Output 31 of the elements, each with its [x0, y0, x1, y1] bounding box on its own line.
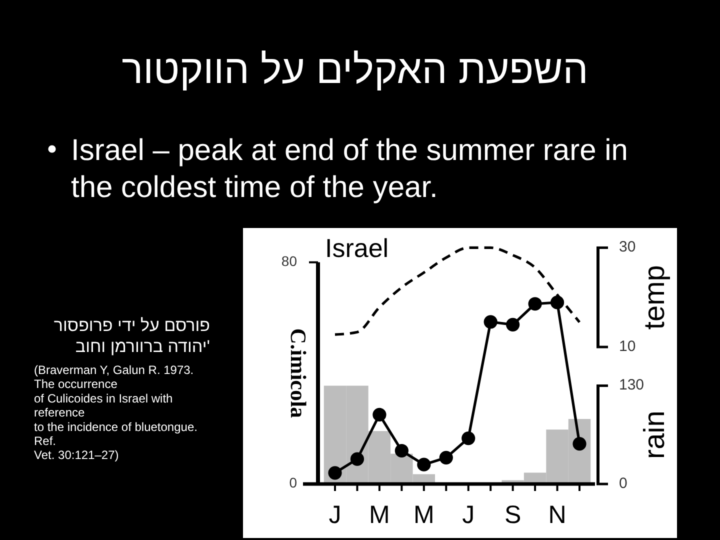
- y3-tick-label: 0: [619, 474, 628, 492]
- y2-axis-title: temp: [638, 265, 671, 330]
- y2-tick-label: 30: [619, 238, 636, 256]
- text: (Braverman Y, Galun R. 1973. The occurrence of Culicoides in Israel with reference to the incidence of bluetongue. Ref. Vet. 30:121–27): [34, 363, 198, 462]
- x-tick-label: J: [462, 501, 475, 529]
- x-tick-label: S: [504, 501, 522, 529]
- x-tick-label: J: [328, 501, 342, 529]
- chart-subtitle: Israel – peak at end of the summer rare in the coldest time of the year.: [71, 134, 628, 204]
- point: [506, 318, 520, 332]
- y2-tick-label: 10: [619, 338, 636, 355]
- x-tick-label: M: [369, 501, 390, 529]
- point: [572, 437, 586, 451]
- chart-title: השפעת האקלים על הווקטור: [122, 48, 588, 92]
- point: [394, 444, 408, 458]
- y3-axis-title: rain: [638, 410, 671, 460]
- point: [439, 450, 453, 464]
- y-axis-title: C.imicola: [286, 328, 311, 418]
- y-tick-label: 80: [281, 253, 298, 270]
- point: [417, 458, 431, 472]
- point: [528, 297, 542, 311]
- x-tick-label: N: [548, 501, 566, 529]
- point: [328, 466, 342, 480]
- point: [350, 452, 364, 466]
- x-tick-label: M: [413, 501, 434, 529]
- point: [484, 315, 498, 329]
- annotation: Israel: [325, 233, 389, 263]
- text: פורסם על ידי פרופסור יהודה ברוורמן וחוב': [54, 316, 210, 356]
- point: [462, 431, 476, 446]
- point: [372, 408, 386, 422]
- point: [550, 296, 564, 310]
- y3-tick-label: 130: [619, 376, 644, 394]
